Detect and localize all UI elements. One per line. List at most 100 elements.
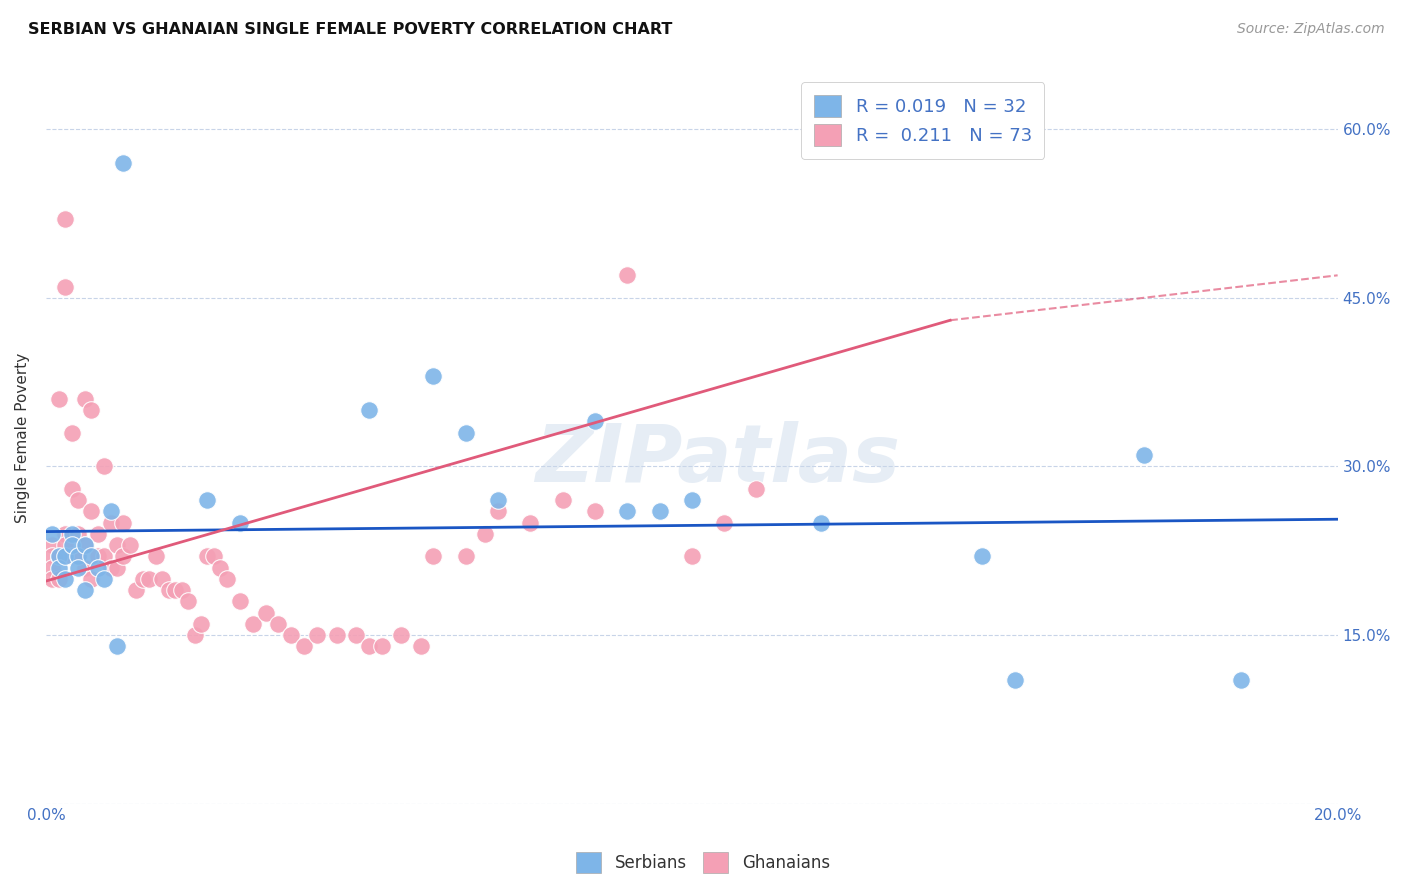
Point	[519, 516, 541, 530]
Point	[616, 268, 638, 283]
Point	[972, 549, 994, 564]
Point	[165, 582, 187, 597]
Point	[112, 516, 135, 530]
Point	[67, 560, 90, 574]
Point	[1133, 448, 1156, 462]
Point	[242, 616, 264, 631]
Point	[197, 549, 219, 564]
Point	[681, 549, 703, 564]
Point	[105, 639, 128, 653]
Point	[170, 582, 193, 597]
Point	[267, 616, 290, 631]
Point	[118, 538, 141, 552]
Point	[325, 628, 347, 642]
Point	[48, 560, 70, 574]
Point	[215, 572, 238, 586]
Point	[307, 628, 329, 642]
Point	[60, 482, 83, 496]
Point	[48, 549, 70, 564]
Y-axis label: Single Female Poverty: Single Female Poverty	[15, 353, 30, 524]
Point	[422, 549, 444, 564]
Point	[80, 504, 103, 518]
Point	[745, 482, 768, 496]
Point	[60, 526, 83, 541]
Point	[197, 493, 219, 508]
Point	[371, 639, 394, 653]
Point	[53, 538, 76, 552]
Point	[48, 392, 70, 406]
Point	[53, 279, 76, 293]
Point	[105, 538, 128, 552]
Point	[202, 549, 225, 564]
Point	[138, 572, 160, 586]
Point	[53, 526, 76, 541]
Point	[73, 582, 96, 597]
Point	[551, 493, 574, 508]
Point	[474, 526, 496, 541]
Point	[53, 572, 76, 586]
Point	[93, 549, 115, 564]
Point	[67, 549, 90, 564]
Point	[100, 516, 122, 530]
Point	[73, 538, 96, 552]
Point	[73, 392, 96, 406]
Point	[422, 369, 444, 384]
Point	[67, 526, 90, 541]
Point	[357, 639, 380, 653]
Text: Source: ZipAtlas.com: Source: ZipAtlas.com	[1237, 22, 1385, 37]
Point	[60, 549, 83, 564]
Point	[60, 425, 83, 440]
Point	[713, 516, 735, 530]
Point	[60, 538, 83, 552]
Point	[177, 594, 200, 608]
Point	[183, 628, 205, 642]
Point	[100, 560, 122, 574]
Point	[583, 414, 606, 428]
Point	[486, 504, 509, 518]
Point	[80, 549, 103, 564]
Point	[53, 549, 76, 564]
Legend: R = 0.019   N = 32, R =  0.211   N = 73: R = 0.019 N = 32, R = 0.211 N = 73	[801, 82, 1045, 159]
Point	[48, 572, 70, 586]
Point	[228, 594, 250, 608]
Point	[583, 504, 606, 518]
Point	[209, 560, 232, 574]
Point	[73, 538, 96, 552]
Point	[80, 403, 103, 417]
Point	[280, 628, 302, 642]
Point	[86, 526, 108, 541]
Point	[67, 549, 90, 564]
Point	[616, 504, 638, 518]
Point	[41, 538, 63, 552]
Point	[357, 403, 380, 417]
Point	[73, 560, 96, 574]
Point	[48, 549, 70, 564]
Point	[67, 493, 90, 508]
Point	[93, 459, 115, 474]
Point	[190, 616, 212, 631]
Point	[100, 504, 122, 518]
Point	[112, 549, 135, 564]
Point	[292, 639, 315, 653]
Point	[344, 628, 367, 642]
Legend: Serbians, Ghanaians: Serbians, Ghanaians	[569, 846, 837, 880]
Point	[80, 572, 103, 586]
Point	[132, 572, 155, 586]
Point	[1229, 673, 1251, 687]
Point	[389, 628, 412, 642]
Point	[486, 493, 509, 508]
Point	[409, 639, 432, 653]
Point	[41, 560, 63, 574]
Point	[145, 549, 167, 564]
Point	[681, 493, 703, 508]
Text: SERBIAN VS GHANAIAN SINGLE FEMALE POVERTY CORRELATION CHART: SERBIAN VS GHANAIAN SINGLE FEMALE POVERT…	[28, 22, 672, 37]
Point	[150, 572, 173, 586]
Point	[228, 516, 250, 530]
Point	[454, 425, 477, 440]
Text: ZIPatlas: ZIPatlas	[536, 421, 900, 500]
Point	[1004, 673, 1026, 687]
Point	[86, 549, 108, 564]
Point	[105, 560, 128, 574]
Point	[112, 156, 135, 170]
Point	[41, 549, 63, 564]
